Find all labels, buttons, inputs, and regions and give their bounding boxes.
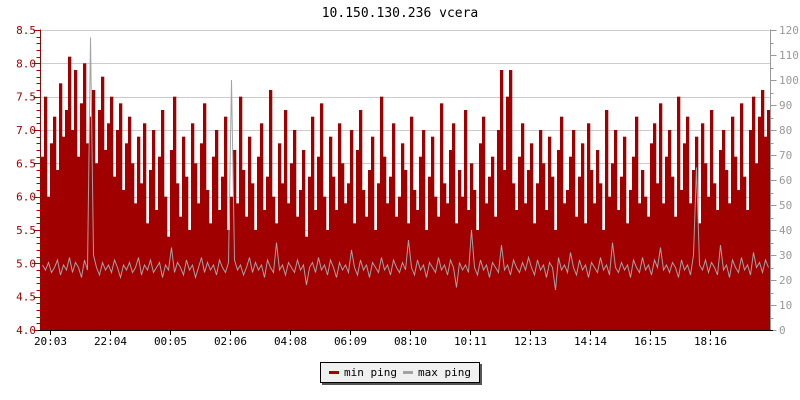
svg-text:14:14: 14:14 — [574, 335, 607, 348]
max-ping-line-swatch-icon — [403, 371, 413, 374]
svg-text:04:08: 04:08 — [274, 335, 307, 348]
svg-text:8.5: 8.5 — [16, 24, 36, 37]
svg-text:20:03: 20:03 — [34, 335, 67, 348]
series-min-ping — [41, 56, 771, 331]
chart-canvas: 4.0 4.5 5.0 5.5 6.0 6.5 7.0 7.5 8.0 8.5 0 10 20 30 40 5… — [16, 24, 799, 348]
series-max-ping — [42, 37, 769, 291]
svg-text:90: 90 — [779, 99, 792, 112]
svg-text:10: 10 — [779, 299, 792, 312]
svg-text:50: 50 — [779, 199, 792, 212]
svg-text:70: 70 — [779, 149, 792, 162]
legend-item-max-ping: max ping — [403, 366, 471, 379]
svg-text:20: 20 — [779, 274, 792, 287]
svg-text:110: 110 — [779, 49, 799, 62]
svg-text:00:05: 00:05 — [154, 335, 187, 348]
svg-text:4.5: 4.5 — [16, 291, 36, 304]
svg-text:120: 120 — [779, 24, 799, 37]
svg-text:30: 30 — [779, 249, 792, 262]
svg-text:6.0: 6.0 — [16, 191, 36, 204]
svg-text:8.0: 8.0 — [16, 57, 36, 70]
svg-text:7.0: 7.0 — [16, 124, 36, 137]
svg-text:12:13: 12:13 — [514, 335, 547, 348]
svg-text:60: 60 — [779, 174, 792, 187]
svg-text:100: 100 — [779, 74, 799, 87]
svg-text:40: 40 — [779, 224, 792, 237]
x-axis: 20:03 22:04 00:05 02:06 04:08 06:09 08:10 10:11… — [34, 330, 773, 348]
svg-text:5.0: 5.0 — [16, 257, 36, 270]
svg-text:7.5: 7.5 — [16, 91, 36, 104]
svg-text:80: 80 — [779, 124, 792, 137]
svg-text:22:04: 22:04 — [94, 335, 127, 348]
legend-label: min ping — [344, 366, 397, 379]
svg-text:0: 0 — [779, 324, 786, 337]
svg-text:08:10: 08:10 — [394, 335, 427, 348]
legend-item-min-ping: min ping — [329, 366, 397, 379]
svg-text:6.5: 6.5 — [16, 157, 36, 170]
svg-text:10:11: 10:11 — [454, 335, 487, 348]
min-ping-line-swatch-icon — [329, 371, 340, 374]
graph: 10.150.130.236 vcera 4.0 4.5 5.0 5.5 6.0 6.5 7… — [16, 6, 799, 348]
page-title: 10.150.130.236 vcera — [321, 6, 479, 21]
svg-text:02:06: 02:06 — [214, 335, 247, 348]
left-axis: 4.0 4.5 5.0 5.5 6.0 6.5 7.0 7.5 8.0 8.5 — [16, 24, 41, 337]
legend-label: max ping — [418, 366, 471, 379]
svg-text:16:15: 16:15 — [634, 335, 667, 348]
right-axis: 0 10 20 30 40 50 60 70 80 90 100 110 120 — [770, 24, 799, 337]
svg-text:5.5: 5.5 — [16, 224, 36, 237]
svg-text:06:09: 06:09 — [334, 335, 367, 348]
svg-text:4.0: 4.0 — [16, 324, 36, 337]
legend-box: min ping max ping — [320, 362, 480, 383]
svg-text:18:16: 18:16 — [694, 335, 727, 348]
legend: min ping max ping — [0, 362, 800, 383]
